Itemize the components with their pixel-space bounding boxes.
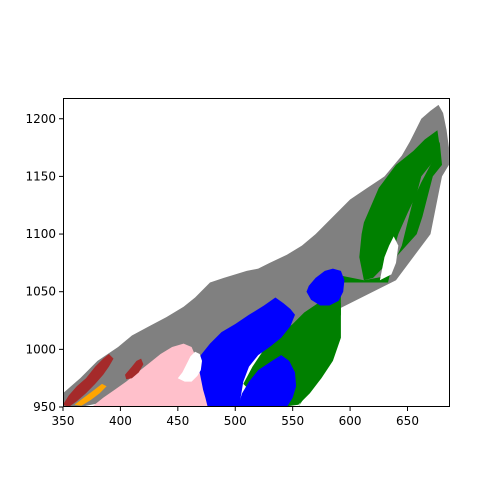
- x-tick-label-4: 550: [281, 414, 304, 428]
- region-green-2: [359, 130, 440, 281]
- x-tick-label-2: 450: [166, 414, 189, 428]
- x-tick-label-1: 400: [109, 414, 132, 428]
- x-tick-label-6: 650: [396, 414, 419, 428]
- region-gray-0: [63, 104, 449, 407]
- y-tick-label-1: 1000: [25, 342, 56, 356]
- x-tick-label-0: 350: [52, 414, 75, 428]
- region-blue-5: [237, 355, 297, 407]
- y-tick-label-4: 1150: [25, 169, 56, 183]
- x-axis: 350 400 450 500 550 600 650: [52, 407, 419, 428]
- y-tick-label-3: 1100: [25, 227, 56, 241]
- region-brown-8: [63, 354, 114, 407]
- region-white-11: [177, 351, 202, 382]
- x-tick-label-3: 500: [224, 414, 247, 428]
- y-tick-label-5: 1200: [25, 112, 56, 126]
- region-pink-7: [91, 343, 208, 407]
- map-regions: [63, 104, 449, 407]
- region-white-12: [379, 236, 399, 281]
- y-tick-label-0: 950: [33, 400, 56, 414]
- plot-frame: [63, 98, 450, 407]
- region-brown-9: [125, 358, 144, 380]
- y-tick-label-2: 1050: [25, 285, 56, 299]
- region-blue-4: [187, 297, 295, 407]
- x-tick-label-5: 600: [339, 414, 362, 428]
- region-blue-6: [306, 268, 345, 306]
- y-axis: 950 1000 1050 1100 1150 1200: [25, 112, 63, 414]
- region-orange-10: [74, 383, 107, 406]
